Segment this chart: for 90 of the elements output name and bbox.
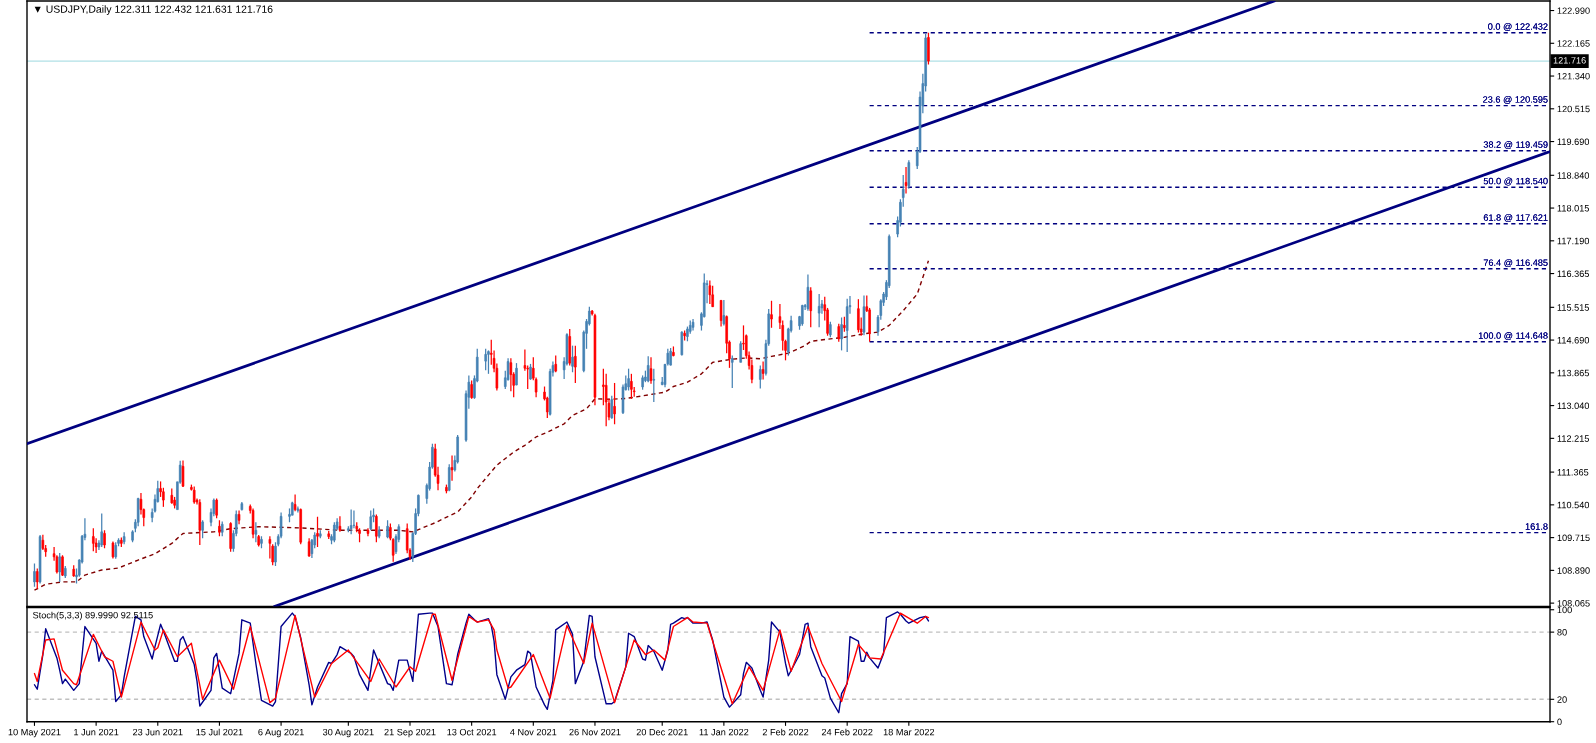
- candlestick: [641, 374, 644, 391]
- series-label: 23.6 @ 120.595: [1483, 95, 1548, 104]
- candlestick: [571, 345, 574, 373]
- candlestick: [36, 567, 39, 590]
- chart-title: Stoch(5,3,3) 89.9990 92.5115: [32, 611, 153, 621]
- y-tick-label: 108.890: [1557, 567, 1590, 574]
- y-tick-label: 114.690: [1557, 337, 1590, 344]
- y-tick-label: 120.515: [1557, 105, 1590, 113]
- candlestick: [904, 166, 908, 195]
- y-tick-label: 122.990: [1557, 7, 1590, 14]
- x-tick-label: 18 Mar 2022: [883, 728, 935, 736]
- x-tick-label: 30 Aug 2021: [322, 728, 374, 738]
- candlestick: [708, 279, 712, 305]
- candlestick: [907, 159, 911, 190]
- candlestick: [801, 304, 804, 327]
- series-label: 161.8: [1525, 523, 1548, 530]
- series-label: 76.4 @ 116.485: [1483, 259, 1548, 268]
- y-tick-label: 80: [1557, 629, 1567, 636]
- y-tick-label: 108.065: [1557, 600, 1590, 607]
- x-tick-label: 26 Nov 2021: [569, 728, 621, 736]
- ref-line-label: 121.716: [1553, 57, 1586, 64]
- x-tick-label: 1 Jun 2021: [74, 728, 119, 736]
- candlestick: [719, 299, 723, 328]
- x-tick-label: 6 Aug 2021: [258, 728, 304, 738]
- y-tick-label: 110.540: [1557, 501, 1590, 509]
- series-label: 0.0 @ 122.432: [1488, 23, 1548, 31]
- candlestick: [173, 496, 176, 510]
- series-label: 100.0 @ 114.648: [1478, 332, 1548, 340]
- candlestick: [927, 32, 930, 66]
- chart-title: ▼ USDJPY,Daily 122.311 122.432 121.631 121.716: [34, 5, 273, 15]
- candlestick: [817, 293, 821, 328]
- y-tick-label: 121.340: [1557, 72, 1590, 80]
- y-tick-label: 20: [1557, 696, 1567, 703]
- y-tick-label: 116.365: [1557, 270, 1590, 277]
- x-tick-label: 20 Dec 2021: [636, 728, 688, 736]
- candlestick: [484, 348, 487, 371]
- y-tick-label: 111.365: [1557, 469, 1589, 476]
- x-tick-label: 10 May 2021: [8, 728, 61, 738]
- candlestick: [809, 286, 813, 328]
- candlestick: [739, 340, 742, 363]
- y-tick-label: 122.165: [1557, 40, 1590, 47]
- y-tick-label: 118.015: [1557, 204, 1590, 212]
- y-tick-label: 118.840: [1557, 172, 1590, 179]
- candlestick: [646, 355, 650, 383]
- y-tick-label: 113.865: [1557, 369, 1590, 377]
- candlestick: [613, 382, 616, 425]
- x-tick-label: 4 Nov 2021: [510, 728, 557, 736]
- candlestick: [33, 562, 36, 588]
- candlestick: [515, 362, 518, 386]
- candlestick: [307, 537, 311, 558]
- candlestick: [759, 364, 762, 390]
- candlestick: [731, 354, 734, 389]
- x-tick-label: 15 Jul 2021: [196, 728, 243, 736]
- candlestick: [100, 512, 104, 548]
- y-tick-label: 113.040: [1557, 402, 1590, 409]
- x-tick-label: 2 Feb 2022: [762, 728, 809, 736]
- candlestick: [58, 552, 61, 583]
- x-tick-label: 23 Jun 2021: [133, 728, 183, 736]
- y-tick-label: 109.715: [1557, 534, 1590, 542]
- y-tick-label: 0: [1557, 718, 1562, 726]
- y-tick-label: 115.515: [1557, 304, 1590, 311]
- candlestick: [770, 300, 773, 329]
- candlestick: [487, 349, 490, 375]
- y-tick-label: 119.690: [1557, 138, 1590, 145]
- candlestick: [333, 521, 336, 543]
- candlestick: [574, 345, 577, 384]
- line-series: [33, 259, 930, 591]
- candlestick: [251, 507, 255, 539]
- candlestick: [254, 521, 258, 543]
- candlestick: [181, 459, 185, 488]
- candlestick: [604, 373, 608, 427]
- series-label: 50.0 @ 118.540: [1483, 177, 1548, 186]
- x-tick-label: 13 Oct 2021: [447, 728, 497, 736]
- candlestick: [92, 527, 95, 552]
- candlestick: [857, 298, 860, 334]
- candlestick: [672, 345, 675, 357]
- series-label: 38.2 @ 119.459: [1483, 141, 1548, 149]
- candlestick: [470, 379, 473, 400]
- y-tick-label: 100: [1557, 606, 1572, 614]
- x-tick-label: 11 Jan 2022: [699, 728, 749, 736]
- y-tick-label: 112.215: [1557, 435, 1590, 442]
- y-tick-label: 117.190: [1557, 237, 1590, 245]
- candlestick: [103, 529, 106, 549]
- candlestick: [652, 368, 656, 403]
- candlestick: [445, 483, 448, 494]
- candlestick: [369, 509, 373, 531]
- x-tick-label: 24 Feb 2022: [821, 728, 873, 736]
- x-tick-label: 21 Sep 2021: [384, 728, 436, 738]
- series-label: 61.8 @ 117.621: [1483, 214, 1548, 222]
- candlestick: [529, 363, 532, 381]
